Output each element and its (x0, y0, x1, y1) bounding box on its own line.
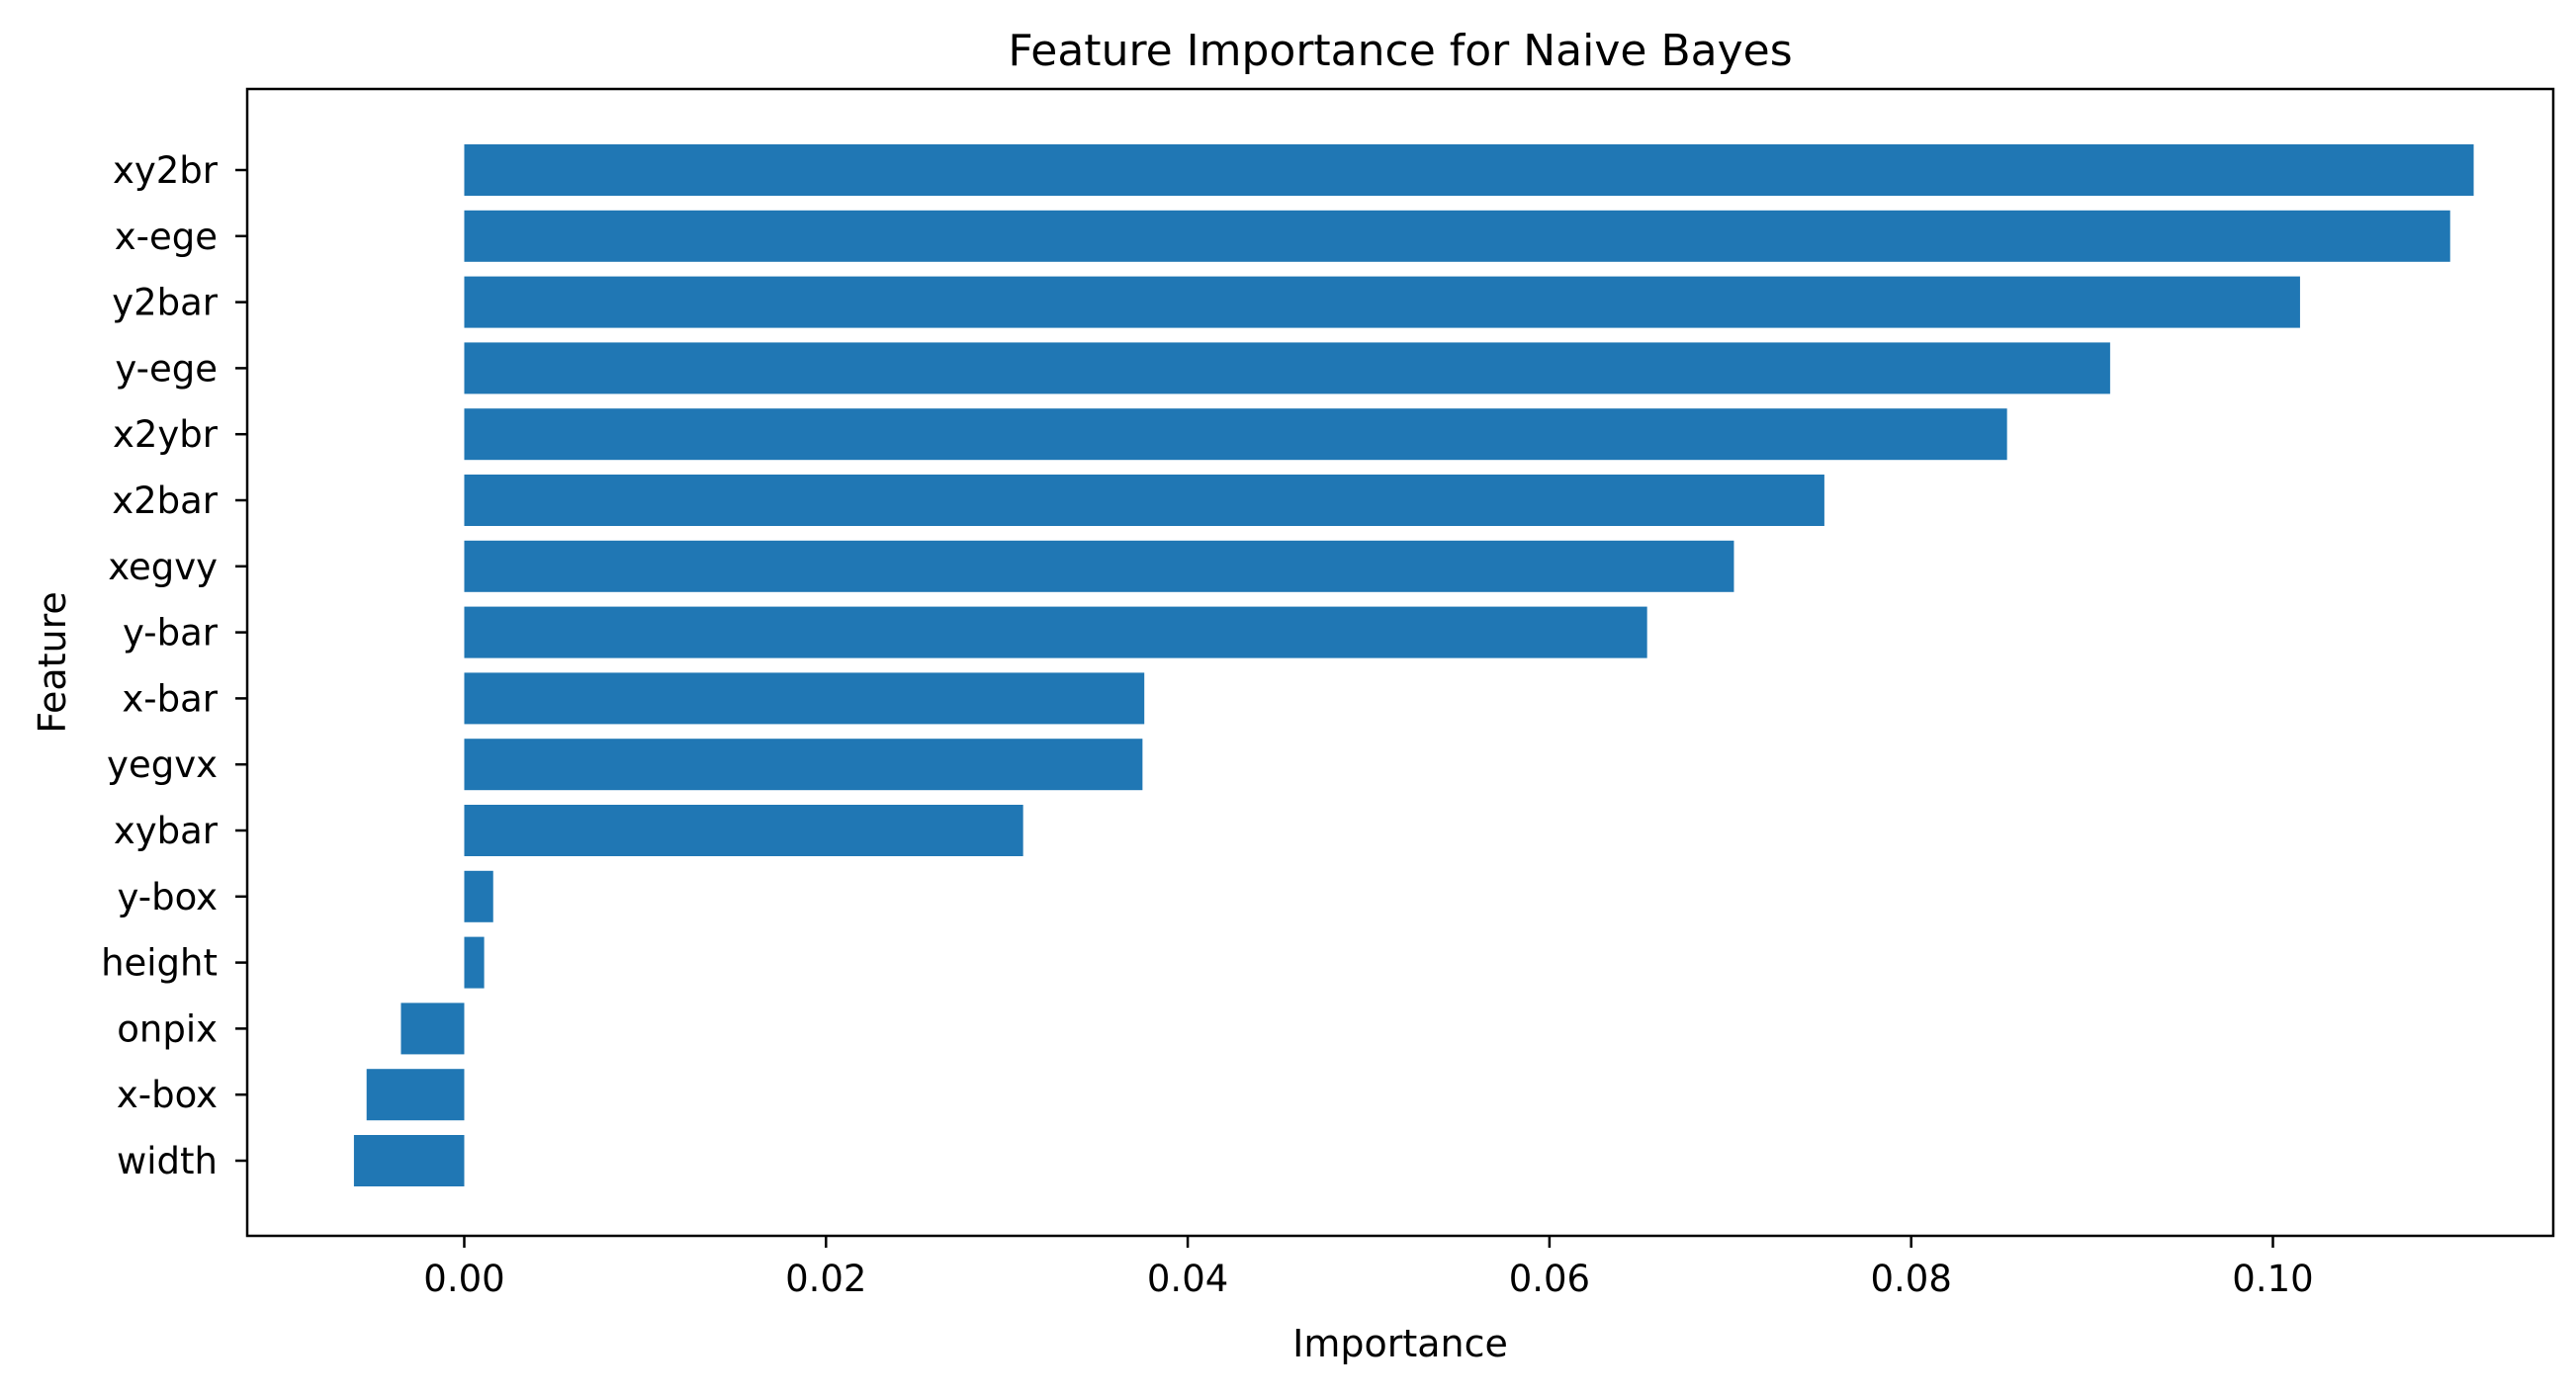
y-tick-label: x-box (117, 1074, 218, 1116)
bar-height (464, 936, 485, 989)
bar-xy2br (464, 144, 2474, 196)
x-tick-label: 0.08 (1871, 1258, 1952, 1300)
x-tick-label: 0.06 (1509, 1258, 1590, 1300)
x-tick-label: 0.10 (2232, 1258, 2313, 1300)
y-axis-label: Feature (31, 591, 74, 734)
x-tick-label: 0.02 (785, 1258, 866, 1300)
bar-y-bar (464, 606, 1647, 658)
y-tick-label: x-bar (122, 677, 218, 720)
y-tick-label: x2ybr (113, 413, 219, 456)
bar-yegvx (464, 739, 1143, 791)
x-tick-label: 0.00 (423, 1258, 504, 1300)
y-tick-label: y-ege (115, 347, 218, 390)
y-tick-label: xybar (114, 810, 219, 852)
y-axis-ticks: xy2br x-ege y2bar y-ege x2ybr x2bar xegvy y-bar… (101, 149, 247, 1182)
bar-onpix (400, 1003, 465, 1055)
bar-width (353, 1135, 465, 1186)
chart-title: Feature Importance for Naive Bayes (1008, 26, 1792, 76)
y-tick-label: xegvy (108, 546, 218, 588)
bar-x2bar (464, 475, 1824, 526)
bar-x-bar (464, 672, 1145, 725)
bar-y2bar (464, 276, 2300, 328)
y-tick-label: y-box (118, 876, 218, 918)
y-tick-label: y2bar (112, 282, 219, 324)
bar-xegvy (464, 540, 1734, 592)
y-tick-label: xy2br (113, 149, 219, 192)
y-tick-label: width (117, 1140, 218, 1182)
y-tick-label: yegvx (107, 743, 218, 786)
bar-x2ybr (464, 408, 2007, 461)
bars-layer (353, 144, 2474, 1186)
bar-x-ege (464, 210, 2450, 262)
bar-y-box (464, 870, 493, 922)
y-tick-label: x-ege (115, 216, 218, 258)
x-axis-ticks: 0.00 0.02 0.04 0.06 0.08 0.10 (423, 1236, 2314, 1300)
y-tick-label: onpix (117, 1007, 218, 1050)
bar-y-ege (464, 342, 2110, 394)
y-tick-label: height (101, 942, 218, 985)
bar-xybar (464, 805, 1023, 856)
y-tick-label: y-bar (123, 612, 219, 654)
x-tick-label: 0.04 (1147, 1258, 1228, 1300)
y-tick-label: x2bar (112, 480, 219, 522)
plot-frame (245, 87, 2555, 1238)
bar-x-box (366, 1069, 465, 1121)
x-axis-label: Importance (1292, 1322, 1508, 1365)
